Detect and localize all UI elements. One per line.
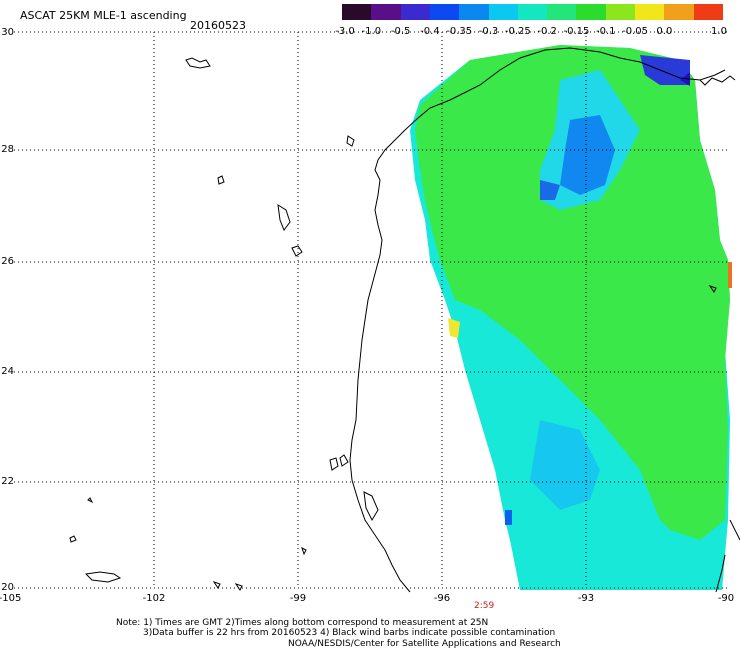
color-scale-swatch: [429, 4, 460, 20]
swath-time-label: 2:59: [474, 601, 495, 611]
note-line-1: Note: 1) Times are GMT 2)Times along bot…: [116, 618, 489, 628]
color-scale-label: -0.4: [420, 26, 440, 37]
color-scale-swatch: [635, 4, 665, 20]
color-scale-label: -0.15: [563, 26, 590, 37]
lat-label-22: 22: [1, 476, 14, 487]
color-scale-swatch: [400, 4, 431, 20]
lat-label-28: 28: [1, 144, 14, 155]
lon-label-99: -99: [289, 593, 307, 604]
color-scale-label: -0.2: [537, 26, 557, 37]
color-scale-label: -0.3: [478, 26, 499, 37]
color-scale-bar: [342, 4, 724, 20]
lon-label-90: -90: [717, 593, 735, 604]
note-line-3: NOAA/NESDIS/Center for Satellite Applica…: [288, 639, 561, 649]
lon-label-93: -93: [577, 593, 595, 604]
swath-data: [410, 45, 732, 590]
map-title: ASCAT 25KM MLE-1 ascending: [20, 9, 187, 22]
color-scale-label: -0.25: [504, 26, 531, 37]
lon-label-96: -96: [433, 593, 451, 604]
color-scale-swatch: [488, 4, 519, 20]
graticule: [14, 31, 730, 589]
color-scale-label: -0.35: [446, 26, 473, 37]
note-line-2: 3)Data buffer is 22 hrs from 20160523 4)…: [143, 628, 556, 638]
color-scale-swatch: [459, 4, 490, 20]
color-scale-label: -0.05: [622, 26, 648, 37]
lat-label-24: 24: [1, 366, 14, 377]
coastline: [69, 47, 740, 593]
color-scale-swatch: [371, 4, 402, 20]
color-scale-swatch: [664, 4, 695, 20]
color-scale-label: 1.0: [711, 26, 727, 37]
color-scale-label: -0.1: [596, 26, 616, 37]
color-scale-label: -0.5: [390, 26, 411, 37]
color-scale-label: 0.0: [656, 26, 673, 37]
color-scale-swatch: [547, 4, 577, 20]
lat-label-26: 26: [1, 256, 14, 267]
lon-label-105: -105: [0, 593, 22, 604]
lat-label-30: 30: [1, 27, 14, 38]
color-scale-swatch: [342, 4, 372, 20]
color-scale-swatch: [605, 4, 636, 20]
lat-label-20: 20: [1, 582, 14, 593]
color-scale-label: -1.0: [361, 26, 382, 37]
color-scale-swatch: [693, 4, 724, 20]
color-scale-swatch: [517, 4, 548, 20]
color-scale-swatch: [576, 4, 607, 20]
map-date: 20160523: [190, 19, 246, 32]
lon-label-102: -102: [142, 593, 166, 604]
color-scale-label: -3.0: [335, 26, 355, 37]
